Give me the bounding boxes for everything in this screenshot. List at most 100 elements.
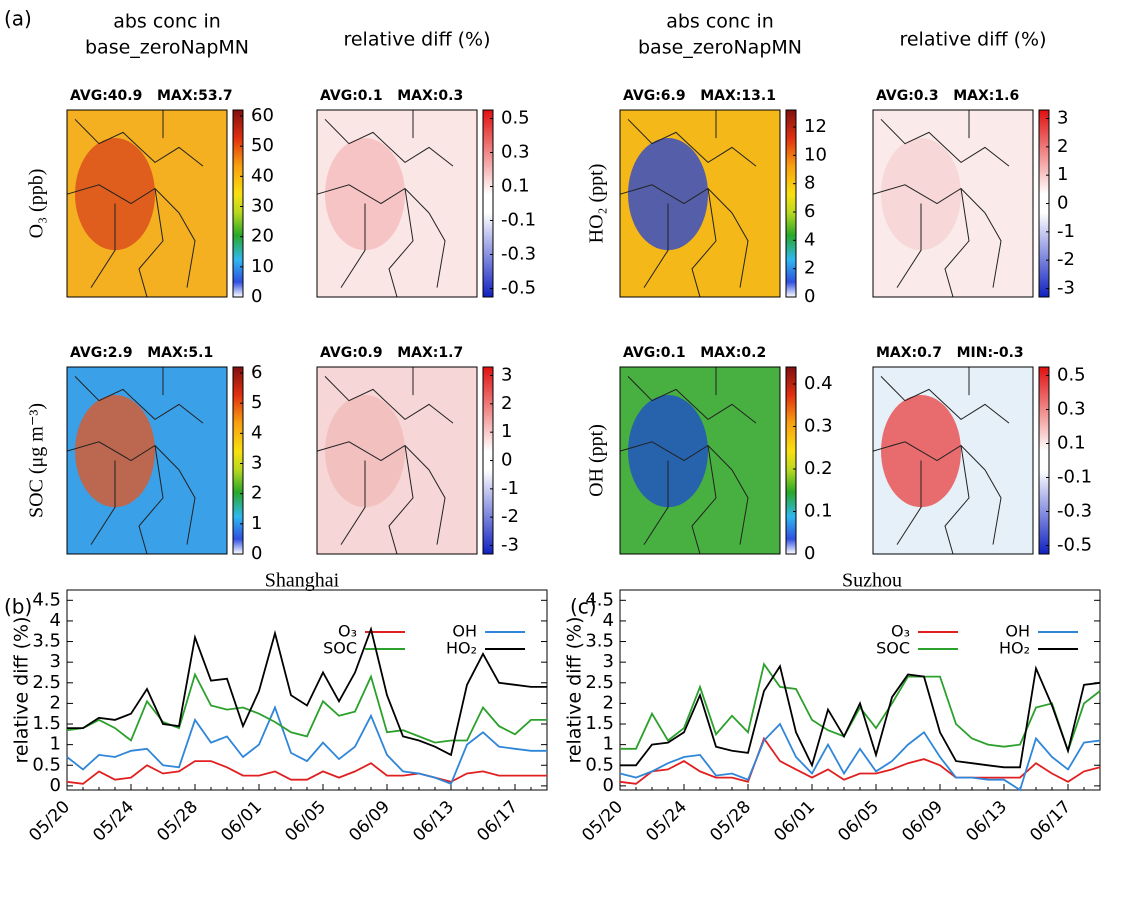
legend-label: SOC (323, 639, 357, 658)
series-line (619, 736, 1101, 785)
row-label: SOC (μg m⁻³) (26, 403, 48, 518)
colorbar-tick-label: 2 (501, 393, 512, 414)
series-line (66, 705, 547, 785)
colorbar-tick-label: 2 (251, 483, 262, 504)
colorbar-tick-label: 0 (251, 286, 262, 307)
series-line (67, 626, 547, 757)
colorbar (785, 366, 797, 555)
panel-label: (b) (4, 595, 32, 619)
map-stats: AVG:2.9 MAX:5.1 (70, 345, 213, 361)
y-tick-label: 3.5 (585, 631, 614, 652)
x-tick-label: 06/05 (834, 797, 883, 846)
y-tick-label: 2 (603, 692, 614, 713)
colorbar-tick-label: 1 (1057, 164, 1068, 185)
x-tick-label: 06/09 (898, 797, 947, 846)
colorbar-tick-label: 12 (804, 116, 827, 137)
colorbar-tick-label: 0.3 (1057, 399, 1086, 420)
colorbar-tick-label: -1 (1057, 221, 1075, 242)
colorbar-tick-label: 10 (804, 144, 827, 165)
x-tick-label: 05/20 (25, 797, 74, 846)
y-axis-label: relative diff (%) (11, 616, 33, 763)
map-frame (872, 109, 1034, 298)
colorbar-tick-label: 0.5 (501, 108, 530, 129)
colorbar-tick-label: 6 (804, 201, 815, 222)
panel-label: (a) (4, 7, 32, 31)
map-frame (872, 366, 1034, 555)
colorbar-tick-label: -3 (1057, 278, 1075, 299)
y-tick-label: 1 (50, 734, 61, 755)
series-line (620, 664, 1101, 769)
y-tick-label: 2.5 (32, 672, 61, 693)
series-line (66, 672, 547, 744)
row-label: OH (ppt) (586, 424, 608, 497)
colorbar-tick-label: 3 (1057, 108, 1068, 129)
column-header: abs conc in (113, 11, 221, 33)
y-tick-label: 4.5 (32, 589, 61, 610)
column-header: base_zeroNapMN (85, 37, 249, 59)
map-border (872, 110, 1010, 298)
x-tick-label: 06/17 (473, 797, 522, 846)
x-tick-label: 05/24 (642, 797, 691, 846)
y-tick-label: 4.5 (585, 589, 614, 610)
city-label: Suzhou (842, 570, 902, 592)
panel-label: (c) (570, 595, 597, 619)
colorbar (232, 366, 244, 555)
colorbar-tick-label: 3 (501, 365, 512, 386)
colorbar-tick-label: 60 (251, 105, 274, 126)
x-tick-label: 06/01 (770, 797, 819, 846)
colorbar-tick-label: 0.5 (1057, 365, 1086, 386)
y-tick-label: 1 (603, 734, 614, 755)
map-border (66, 367, 204, 555)
colorbar-tick-label: 2 (804, 258, 815, 279)
series-line (66, 760, 547, 785)
series-line (619, 722, 1101, 792)
colorbar-tick-label: 1 (251, 513, 262, 534)
y-tick-label: 3 (603, 651, 614, 672)
legend-label: O₃ (338, 622, 357, 641)
colorbar-tick-label: -2 (1057, 249, 1075, 270)
colorbar (1038, 366, 1050, 555)
colorbar-tick-label: -0.3 (501, 244, 536, 265)
colorbar (232, 109, 244, 298)
city-label: Shanghai (265, 570, 340, 592)
colorbar-tick-label: -0.1 (1057, 467, 1092, 488)
x-tick-label: 05/24 (89, 797, 138, 846)
colorbar-tick-label: 0.1 (501, 176, 530, 197)
colorbar-tick-label: 0.3 (501, 142, 530, 163)
y-axis-label: relative diff (%) (564, 616, 586, 763)
colorbar (785, 109, 797, 298)
y-tick-label: 4 (603, 610, 614, 631)
y-tick-label: 4 (50, 610, 61, 631)
legend-label: O₃ (891, 622, 910, 641)
colorbar-tick-label: 4 (251, 422, 262, 443)
colorbar (482, 109, 494, 298)
x-tick-label: 05/20 (578, 797, 627, 846)
legend-label: HO₂ (446, 639, 477, 658)
row-label: HO₂ (ppt) (586, 164, 608, 244)
map-frame (66, 109, 228, 298)
map-frame (619, 366, 781, 555)
y-tick-label: 1.5 (32, 713, 61, 734)
colorbar-tick-label: -0.5 (1057, 535, 1092, 556)
map-border (316, 110, 454, 298)
colorbar-tick-label: 4 (804, 229, 815, 250)
map-border (619, 367, 757, 555)
map-border (66, 110, 204, 298)
colorbar-tick-label: 40 (251, 165, 274, 186)
column-header: relative diff (%) (343, 29, 490, 51)
x-tick-label: 06/01 (217, 797, 266, 846)
row-label: O₃ (ppb) (26, 169, 48, 239)
map-frame (619, 109, 781, 298)
colorbar-tick-label: -0.5 (501, 278, 536, 299)
y-tick-label: 3.5 (32, 631, 61, 652)
column-header: relative diff (%) (899, 29, 1046, 51)
map-border (872, 367, 1010, 555)
x-tick-label: 05/28 (153, 797, 202, 846)
y-tick-label: 0.5 (585, 754, 614, 775)
colorbar-tick-label: 0.1 (804, 501, 833, 522)
colorbar-tick-label: 30 (251, 196, 274, 217)
legend-label: OH (1005, 622, 1030, 641)
x-tick-label: 06/09 (345, 797, 394, 846)
series-line (620, 662, 1101, 754)
x-tick-label: 06/13 (962, 797, 1011, 846)
